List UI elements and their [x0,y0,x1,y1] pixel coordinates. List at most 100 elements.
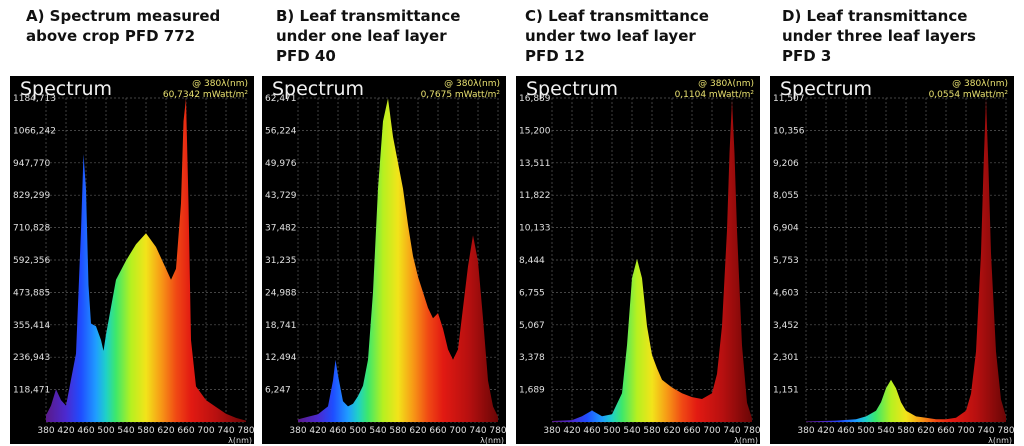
x-tick-label: 540 [369,426,386,436]
x-tick-label: 420 [309,426,326,436]
x-tick-label: 500 [857,426,874,436]
x-tick-label: 420 [817,426,834,436]
y-tick-label: 1,151 [773,386,799,396]
x-tick-label: 660 [177,426,194,436]
spectrum-panel-b: 62,471 56,224 49,976 43,729 37,482 31,235 24,9… [262,76,506,444]
x-tick-label: 700 [703,426,720,436]
y-tick-label: 18,741 [265,321,297,331]
y-tick-label: 947,770 [13,159,50,169]
x-tick-label: 700 [197,426,214,436]
x-tick-label: 540 [877,426,894,436]
x-tick-label: 540 [117,426,134,436]
y-tick-label: 62,471 [265,94,297,104]
x-tick-label: 460 [583,426,600,436]
y-tick-label: 8,055 [773,191,799,201]
spectrum-area [806,98,1006,422]
x-axis-unit: λ(nm) [228,436,252,444]
x-tick-label: 660 [429,426,446,436]
y-tick-label: 118,471 [13,386,50,396]
y-tick-label: 24,988 [265,288,297,298]
y-tick-label: 6,247 [265,386,291,396]
spectrum-chart-d: 11,507 10,356 9,206 8,055 6,904 5,753 4,603 3,4… [773,78,1014,444]
readout-wavelength: @ 380λ(nm) [444,79,500,89]
spectrum-title: Spectrum [272,78,364,100]
caption-d: D) Leaf transmittance under three leaf l… [782,6,1024,66]
y-tick-label: 11,507 [773,94,805,104]
y-tick-label: 355,414 [13,321,50,331]
x-tick-label: 620 [409,426,426,436]
y-tick-label: 5,753 [773,256,799,266]
x-tick-label: 780 [997,426,1014,436]
y-tick-label: 1,689 [519,386,545,396]
spectrum-title: Spectrum [20,78,112,100]
x-tick-label: 740 [469,426,486,436]
y-tick-label: 56,224 [265,126,297,136]
x-tick-label: 460 [837,426,854,436]
spectrum-chart-b: 62,471 56,224 49,976 43,729 37,482 31,235 24,9… [265,78,506,444]
x-tick-label: 620 [157,426,174,436]
x-tick-label: 780 [489,426,506,436]
readout-wavelength: @ 380λ(nm) [952,79,1008,89]
caption-c: C) Leaf transmittance under two leaf lay… [525,6,770,66]
y-tick-label: 6,755 [519,288,545,298]
x-tick-label: 380 [543,426,560,436]
caption-line: above crop PFD 772 [26,27,196,45]
caption-line: D) Leaf transmittance [782,7,968,25]
x-tick-label: 380 [289,426,306,436]
x-tick-label: 580 [389,426,406,436]
y-tick-label: 9,206 [773,159,799,169]
y-tick-label: 10,133 [519,224,551,234]
x-tick-label: 420 [57,426,74,436]
readout-wavelength: @ 380λ(nm) [698,79,754,89]
caption-line: under two leaf layer [525,27,696,45]
spectrum-title: Spectrum [780,78,872,100]
y-tick-label: 31,235 [265,256,297,266]
x-tick-label: 660 [937,426,954,436]
x-tick-label: 580 [643,426,660,436]
y-tick-label: 11,822 [519,191,551,201]
caption-a: A) Spectrum measured above crop PFD 772 [26,6,271,46]
spectrum-panel-c: 16,889 15,200 13,511 11,822 10,133 8,444 6,755… [516,76,760,444]
caption-line: PFD 3 [782,47,832,65]
x-tick-label: 740 [977,426,994,436]
y-tick-label: 3,378 [519,353,545,363]
spectrum-chart-a: 1184,713 1066,242 947,770 829,299 710,828 592… [13,78,254,444]
y-tick-label: 2,301 [773,353,799,363]
x-tick-label: 380 [797,426,814,436]
caption-line: B) Leaf transmittance [276,7,461,25]
y-tick-label: 37,482 [265,224,297,234]
caption-line: PFD 12 [525,47,585,65]
y-tick-label: 710,828 [13,224,50,234]
x-axis-unit: λ(nm) [734,436,758,444]
spectrum-area [552,99,752,422]
y-tick-label: 5,067 [519,321,545,331]
y-tick-label: 473,885 [13,288,50,298]
x-tick-label: 700 [957,426,974,436]
y-tick-label: 3,452 [773,321,799,331]
spectrum-area [298,98,498,423]
spectrum-panel-a: 1184,713 1066,242 947,770 829,299 710,828 592… [10,76,254,444]
x-tick-label: 580 [137,426,154,436]
x-tick-label: 380 [37,426,54,436]
x-tick-label: 460 [329,426,346,436]
y-tick-label: 236,943 [13,353,50,363]
caption-line: PFD 40 [276,47,336,65]
x-tick-label: 500 [349,426,366,436]
y-tick-label: 16,889 [519,94,551,104]
y-tick-label: 1066,242 [13,126,56,136]
x-tick-label: 500 [97,426,114,436]
x-tick-label: 740 [723,426,740,436]
x-tick-label: 780 [743,426,760,436]
caption-line: under one leaf layer [276,27,447,45]
x-axis-unit: λ(nm) [988,436,1012,444]
x-tick-label: 620 [663,426,680,436]
y-tick-label: 15,200 [519,126,551,136]
x-tick-label: 580 [897,426,914,436]
x-tick-label: 780 [237,426,254,436]
y-tick-label: 43,729 [265,191,297,201]
x-tick-label: 500 [603,426,620,436]
spectrum-area [46,98,246,422]
spectrum-title: Spectrum [526,78,618,100]
y-tick-label: 6,904 [773,224,799,234]
readout-value: 0,1104 mWatt/m² [675,90,755,100]
